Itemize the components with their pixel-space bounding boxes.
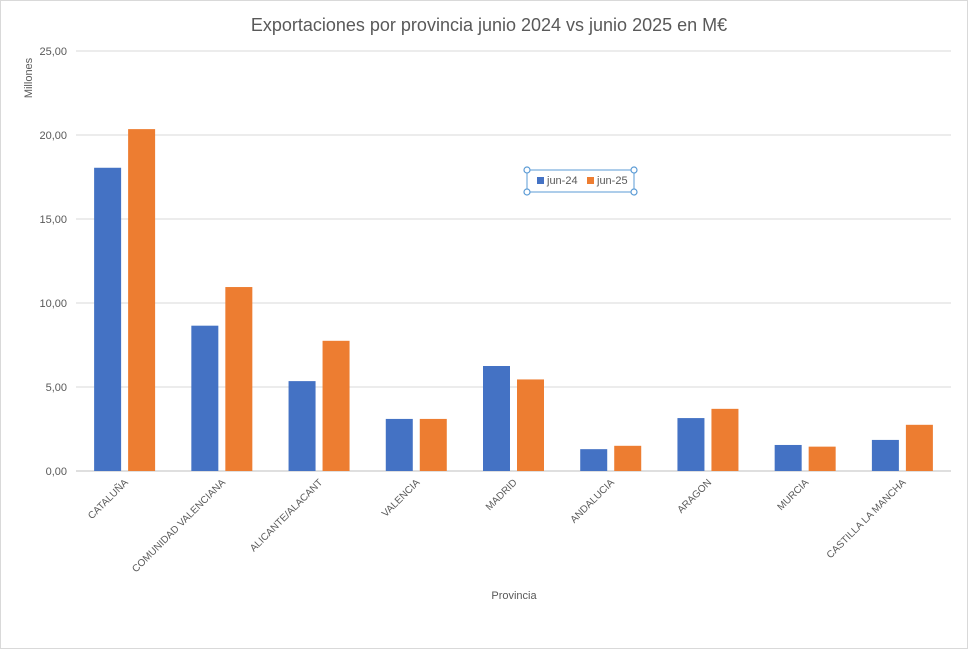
y-tick-label: 10,00 (39, 298, 67, 310)
x-category-label: VALENCIA (380, 477, 422, 519)
bar-jun-24[interactable] (94, 167, 122, 471)
legend-resize-handle[interactable] (630, 188, 638, 196)
y-tick-label: 0,00 (46, 466, 67, 478)
bar-jun-24[interactable] (483, 366, 510, 471)
x-axis-title: Provincia (491, 590, 537, 602)
legend-resize-handle[interactable] (523, 188, 531, 196)
x-category-label: CATALUÑA (85, 476, 131, 522)
bars (94, 129, 933, 471)
x-category-label: ALICANTE/ALACANT (248, 477, 325, 554)
y-axis-title: Millones (23, 57, 35, 98)
gridlines (76, 50, 951, 472)
bar-jun-24[interactable] (385, 418, 413, 471)
legend-label-jun-24: jun-24 (546, 175, 578, 187)
x-category-label: MADRID (484, 477, 520, 513)
bar-jun-25[interactable] (905, 424, 933, 471)
bar-jun-24[interactable] (191, 325, 219, 471)
bar-jun-25[interactable] (419, 418, 447, 471)
bar-jun-25[interactable] (517, 379, 544, 471)
legend-swatch-jun-24 (537, 177, 544, 184)
legend-box[interactable] (526, 169, 635, 193)
y-tick-label: 20,00 (39, 130, 67, 142)
y-tick-label: 25,00 (39, 46, 67, 58)
bar-jun-25[interactable] (322, 340, 350, 471)
bar-jun-25[interactable] (808, 446, 836, 471)
bar-jun-25[interactable] (614, 445, 642, 471)
x-category-label: COMUNIDAD VALENCIANA (130, 477, 228, 575)
bar-jun-24[interactable] (288, 381, 316, 471)
legend-label-jun-25: jun-25 (596, 175, 628, 187)
x-category-label: ANDALUCIA (569, 477, 617, 525)
chart-title: Exportaciones por provincia junio 2024 v… (251, 15, 727, 35)
y-tick-label: 5,00 (46, 382, 67, 394)
bar-jun-25[interactable] (128, 129, 156, 471)
y-ticks: 0,00 5,00 10,00 15,00 20,00 25,00 (39, 46, 67, 478)
legend-swatch-jun-25 (587, 177, 594, 184)
x-category-label: CASTILLA LA MANCHA (825, 477, 909, 561)
bar-jun-24[interactable] (677, 418, 705, 471)
bar-jun-24[interactable] (580, 449, 608, 471)
legend[interactable]: jun-24 jun-25 (523, 166, 638, 196)
bar-jun-24[interactable] (871, 439, 899, 471)
bar-jun-25[interactable] (711, 408, 739, 471)
bar-jun-25[interactable] (225, 287, 253, 471)
legend-resize-handle[interactable] (630, 166, 638, 174)
x-categories: CATALUÑA COMUNIDAD VALENCIANA ALICANTE/ALA… (85, 476, 909, 575)
x-category-label: MURCIA (776, 477, 812, 513)
bar-jun-24[interactable] (774, 444, 802, 471)
legend-resize-handle[interactable] (523, 166, 531, 174)
x-category-label: ARAGON (676, 477, 714, 515)
y-tick-label: 15,00 (39, 214, 67, 226)
